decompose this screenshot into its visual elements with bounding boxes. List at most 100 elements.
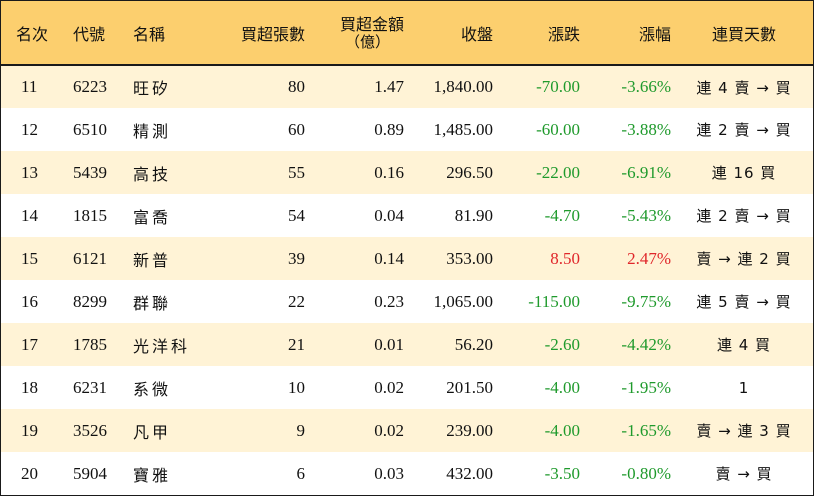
name-cell: 旺矽 — [133, 79, 172, 98]
header-rank: 名次 — [1, 1, 63, 66]
table-row: 19 3526 凡甲 9 0.02 239.00 -4.00 -1.65% 賣 → 連 3 買 — [1, 409, 813, 452]
rank-cell: 12 — [21, 119, 38, 139]
change-cell: -60.00 — [536, 119, 580, 139]
rank-cell: 14 — [21, 205, 38, 225]
pct-cell: -1.95% — [621, 377, 671, 397]
pct-cell: -3.66% — [621, 77, 671, 96]
table-row: 18 6231 系微 10 0.02 201.50 -4.00 -1.95% 1 — [1, 366, 813, 409]
volume-cell: 6 — [296, 463, 306, 483]
header-code: 代號 — [63, 1, 129, 66]
amount-cell: 0.02 — [374, 377, 404, 397]
name-cell: 系微 — [133, 379, 172, 399]
code-cell: 3526 — [73, 420, 107, 440]
volume-cell: 9 — [296, 420, 306, 440]
days-cell: 連 2 賣 → 買 — [696, 121, 792, 139]
header-name: 名稱 — [129, 1, 215, 66]
pct-cell: -6.91% — [621, 162, 671, 182]
header-amount-unit: （億） — [344, 32, 390, 51]
code-cell: 8299 — [73, 291, 107, 311]
days-cell: 連 4 買 — [716, 336, 772, 354]
change-cell: 8.50 — [550, 248, 580, 268]
name-cell: 富喬 — [133, 207, 172, 227]
amount-cell: 0.02 — [374, 420, 404, 440]
rank-cell: 19 — [21, 420, 38, 440]
pct-cell: -9.75% — [621, 291, 671, 311]
close-cell: 56.20 — [454, 334, 493, 354]
close-cell: 1,485.00 — [433, 119, 494, 139]
change-cell: -4.00 — [544, 377, 580, 397]
close-cell: 1,065.00 — [433, 291, 494, 311]
rank-cell: 17 — [21, 334, 38, 354]
pct-cell: -5.43% — [621, 205, 671, 225]
name-cell: 高技 — [133, 164, 172, 184]
days-cell: 賣 → 連 2 買 — [696, 250, 792, 268]
table-row: 15 6121 新普 39 0.14 353.00 8.50 2.47% 賣 → 連 2 買 — [1, 237, 813, 280]
close-cell: 81.90 — [454, 205, 493, 225]
table-row: 20 5904 寶雅 6 0.03 432.00 -3.50 -0.80% 賣 → 買 — [1, 452, 813, 495]
close-cell: 201.50 — [446, 377, 493, 397]
code-cell: 6510 — [73, 119, 107, 139]
header-pct: 漲幅 — [586, 1, 675, 66]
volume-cell: 55 — [288, 162, 305, 182]
volume-cell: 60 — [288, 119, 305, 139]
amount-cell: 0.16 — [374, 162, 404, 182]
close-cell: 1,840.00 — [433, 77, 494, 96]
days-cell: 1 — [738, 378, 750, 397]
amount-cell: 0.89 — [374, 119, 404, 139]
days-cell: 連 16 買 — [711, 164, 777, 182]
code-cell: 6223 — [73, 77, 107, 96]
rank-cell: 18 — [21, 377, 38, 397]
amount-cell: 0.14 — [374, 248, 404, 268]
close-cell: 239.00 — [446, 420, 493, 440]
name-cell: 光洋科 — [133, 336, 191, 356]
name-cell: 凡甲 — [133, 422, 172, 442]
name-cell: 群聯 — [133, 293, 172, 313]
change-cell: -3.50 — [544, 463, 580, 483]
pct-cell: -1.65% — [621, 420, 671, 440]
rank-cell: 15 — [21, 248, 38, 268]
name-cell: 精測 — [133, 121, 172, 141]
code-cell: 5904 — [73, 463, 107, 483]
amount-cell: 0.03 — [374, 463, 404, 483]
rank-cell: 13 — [21, 162, 38, 182]
code-cell: 1815 — [73, 205, 107, 225]
close-cell: 432.00 — [446, 463, 493, 483]
days-cell: 連 5 賣 → 買 — [696, 293, 792, 311]
table-row: 17 1785 光洋科 21 0.01 56.20 -2.60 -4.42% 連 4 買 — [1, 323, 813, 366]
volume-cell: 39 — [288, 248, 305, 268]
header-volume: 買超張數 — [215, 1, 311, 66]
days-cell: 賣 → 買 — [715, 465, 773, 483]
volume-cell: 80 — [288, 77, 305, 96]
change-cell: -2.60 — [544, 334, 580, 354]
days-cell: 賣 → 連 3 買 — [696, 422, 792, 440]
code-cell: 6121 — [73, 248, 107, 268]
pct-cell: -0.80% — [621, 463, 671, 483]
header-amount-line1: 買超金額 — [339, 14, 404, 34]
name-cell: 寶雅 — [133, 465, 172, 485]
change-cell: -4.00 — [544, 420, 580, 440]
rank-cell: 11 — [21, 77, 38, 96]
table-row: 16 8299 群聯 22 0.23 1,065.00 -115.00 -9.75% 連 5 賣… — [1, 280, 813, 323]
code-cell: 6231 — [73, 377, 107, 397]
pct-cell: -4.42% — [621, 334, 671, 354]
rank-cell: 16 — [21, 291, 38, 311]
amount-cell: 1.47 — [374, 77, 404, 96]
pct-cell: 2.47% — [627, 248, 671, 268]
volume-cell: 22 — [288, 291, 305, 311]
header-change: 漲跌 — [497, 1, 586, 66]
amount-cell: 0.23 — [374, 291, 404, 311]
volume-cell: 21 — [288, 334, 305, 354]
change-cell: -22.00 — [536, 162, 580, 182]
code-cell: 5439 — [73, 162, 107, 182]
header-close: 收盤 — [408, 1, 497, 66]
volume-cell: 54 — [288, 205, 305, 225]
days-cell: 連 4 賣 → 買 — [696, 78, 792, 97]
amount-cell: 0.01 — [374, 334, 404, 354]
table-row: 13 5439 高技 55 0.16 296.50 -22.00 -6.91% 連 16 買 — [1, 151, 813, 194]
table-row: 12 6510 精測 60 0.89 1,485.00 -60.00 -3.88% 連 2 賣 … — [1, 108, 813, 151]
amount-cell: 0.04 — [374, 205, 404, 225]
header-days: 連買天數 — [675, 1, 813, 66]
days-cell: 連 2 賣 → 買 — [696, 207, 792, 225]
